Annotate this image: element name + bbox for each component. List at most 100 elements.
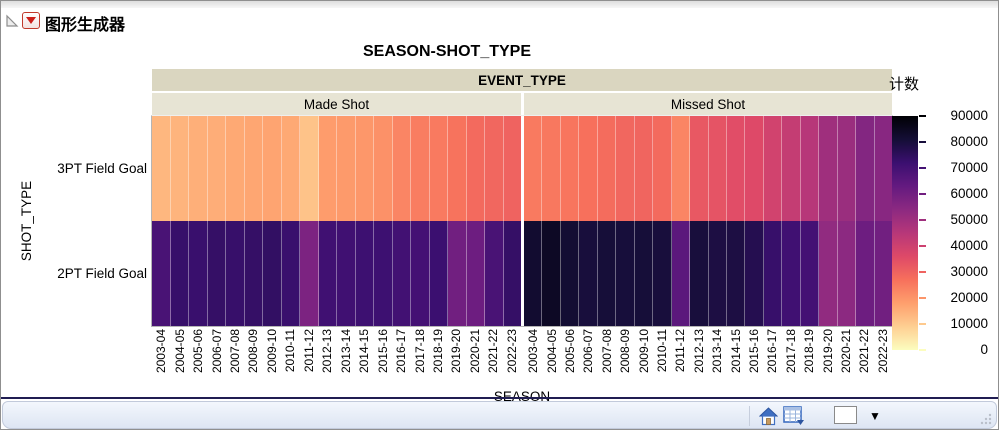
heatmap-cell[interactable] [782, 116, 801, 221]
heatmap-cell[interactable] [411, 116, 430, 221]
heatmap-cell[interactable] [819, 221, 838, 326]
heatmap-cell[interactable] [542, 221, 561, 326]
heatmap-cell[interactable] [318, 221, 337, 326]
heatmap-cell[interactable] [429, 116, 448, 221]
heatmap-cell[interactable] [152, 116, 171, 221]
y-tick-label-3pt: 3PT Field Goal [57, 161, 147, 176]
heatmap-cell[interactable] [392, 116, 411, 221]
heatmap-cell[interactable] [374, 116, 393, 221]
report-header: 图形生成器 [1, 8, 998, 34]
heatmap-plot[interactable] [152, 116, 893, 326]
resize-grip[interactable] [977, 410, 993, 426]
heatmap-cell[interactable] [503, 116, 521, 221]
heatmap-cell[interactable] [448, 221, 467, 326]
heatmap-cell[interactable] [782, 221, 801, 326]
heatmap-cell[interactable] [634, 221, 654, 326]
heatmap-panel-missed-shot [524, 116, 893, 326]
heatmap-cell[interactable] [244, 221, 263, 326]
heatmap-cell[interactable] [207, 221, 226, 326]
heatmap-cell[interactable] [318, 116, 337, 221]
outline-disclosure-icon[interactable] [4, 13, 20, 29]
heatmap-cell[interactable] [466, 116, 485, 221]
status-bar-dropdown-button[interactable]: ▼ [864, 406, 886, 426]
heatmap-cell[interactable] [763, 116, 783, 221]
heatmap-cell[interactable] [690, 221, 709, 326]
heatmap-cell[interactable] [745, 221, 764, 326]
heatmap-cell[interactable] [355, 116, 374, 221]
heatmap-cell[interactable] [616, 221, 635, 326]
heatmap-cell[interactable] [690, 116, 709, 221]
heatmap-row [524, 116, 893, 221]
heatmap-cell[interactable] [874, 116, 893, 221]
heatmap-cell[interactable] [800, 116, 820, 221]
heatmap-cell[interactable] [671, 221, 691, 326]
heatmap-cell[interactable] [263, 221, 282, 326]
status-bar-checkbox[interactable] [834, 406, 857, 424]
heatmap-cell[interactable] [671, 116, 691, 221]
heatmap-cell[interactable] [708, 116, 727, 221]
heatmap-cell[interactable] [466, 221, 485, 326]
heatmap-cell[interactable] [874, 221, 893, 326]
heatmap-cell[interactable] [300, 116, 319, 221]
heatmap-cell[interactable] [653, 116, 672, 221]
legend-tick-label: 60000 [950, 186, 988, 201]
legend-tick-label: 20000 [950, 290, 988, 305]
heatmap-cell[interactable] [263, 116, 282, 221]
heatmap-cell[interactable] [485, 221, 504, 326]
heatmap-cell[interactable] [207, 116, 226, 221]
heatmap-cell[interactable] [856, 221, 875, 326]
home-button[interactable] [756, 405, 780, 427]
heatmap-cell[interactable] [579, 116, 598, 221]
heatmap-cell[interactable] [281, 221, 300, 326]
heatmap-cell[interactable] [189, 116, 208, 221]
heatmap-cell[interactable] [634, 116, 654, 221]
data-table-button[interactable] [782, 405, 806, 427]
heatmap-cell[interactable] [726, 116, 746, 221]
heatmap-cell[interactable] [300, 221, 319, 326]
heatmap-cell[interactable] [560, 116, 580, 221]
facet-header-missed-shot: Missed Shot [524, 93, 892, 115]
heatmap-cell[interactable] [597, 116, 617, 221]
heatmap-cell[interactable] [524, 116, 543, 221]
legend-gradient-bar[interactable] [892, 116, 918, 350]
heatmap-cell[interactable] [411, 221, 430, 326]
heatmap-cell[interactable] [152, 221, 171, 326]
heatmap-cell[interactable] [524, 221, 543, 326]
heatmap-cell[interactable] [226, 116, 245, 221]
heatmap-cell[interactable] [485, 116, 504, 221]
heatmap-cell[interactable] [244, 116, 263, 221]
heatmap-cell[interactable] [448, 116, 467, 221]
heatmap-cell[interactable] [170, 116, 189, 221]
heatmap-cell[interactable] [429, 221, 448, 326]
heatmap-cell[interactable] [837, 221, 857, 326]
heatmap-cell[interactable] [708, 221, 727, 326]
heatmap-cell[interactable] [542, 116, 561, 221]
heatmap-cell[interactable] [726, 221, 746, 326]
heatmap-cell[interactable] [745, 116, 764, 221]
heatmap-cell[interactable] [856, 116, 875, 221]
heatmap-cell[interactable] [337, 221, 356, 326]
heatmap-cell[interactable] [281, 116, 300, 221]
heatmap-cell[interactable] [503, 221, 521, 326]
heatmap-cell[interactable] [763, 221, 783, 326]
red-triangle-icon [26, 17, 36, 24]
heatmap-cell[interactable] [170, 221, 189, 326]
red-triangle-menu-button[interactable] [22, 12, 40, 29]
heatmap-cell[interactable] [800, 221, 820, 326]
heatmap-cell[interactable] [392, 221, 411, 326]
heatmap-cell[interactable] [337, 116, 356, 221]
heatmap-cell[interactable] [653, 221, 672, 326]
heatmap-cell[interactable] [579, 221, 598, 326]
heatmap-cell[interactable] [819, 116, 838, 221]
legend-tick-label: 50000 [950, 212, 988, 227]
heatmap-cell[interactable] [616, 116, 635, 221]
heatmap-cell[interactable] [560, 221, 580, 326]
heatmap-cell[interactable] [597, 221, 617, 326]
heatmap-cell[interactable] [374, 221, 393, 326]
legend-tick-mark [919, 349, 926, 351]
heatmap-cell[interactable] [837, 116, 857, 221]
heatmap-cell[interactable] [226, 221, 245, 326]
heatmap-cell[interactable] [355, 221, 374, 326]
legend-tick-mark [919, 193, 926, 195]
heatmap-cell[interactable] [189, 221, 208, 326]
